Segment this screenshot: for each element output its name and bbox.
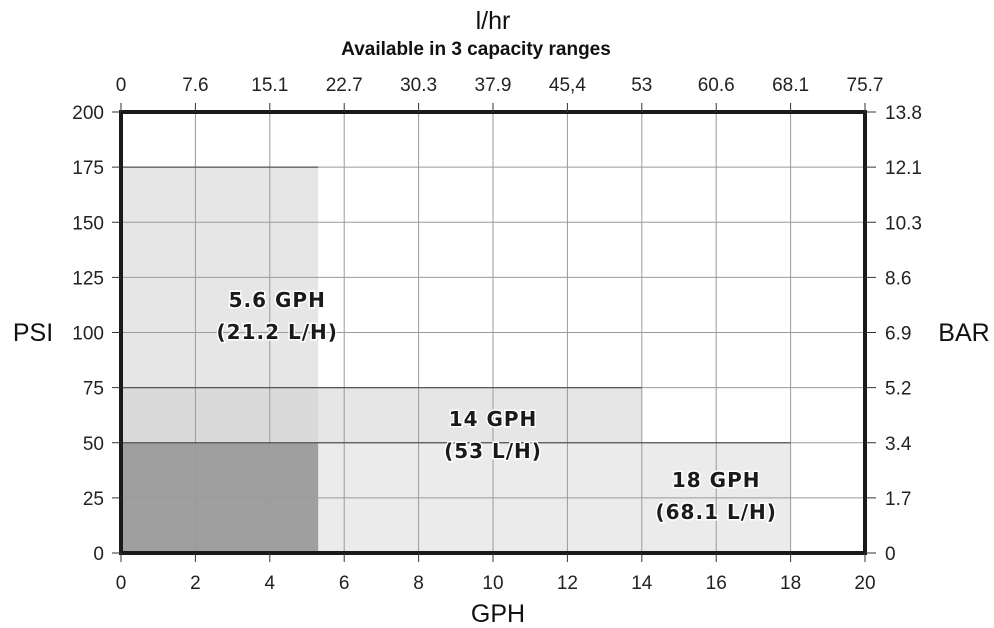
x-tick-label: 0 [116, 573, 127, 594]
region-label-lph: (68.1 L/H) [656, 500, 777, 524]
x-tick-label: 6 [339, 573, 350, 594]
top-tick-label: 30.3 [400, 75, 437, 96]
right-tick-label: 8.6 [885, 268, 911, 289]
y-tick-label: 200 [72, 103, 104, 124]
region-label-lph: (53 L/H) [444, 439, 542, 463]
x-tick-label: 20 [854, 573, 875, 594]
x-tick-label: 8 [413, 573, 424, 594]
y-tick-label: 125 [72, 268, 104, 289]
x-axis-title: GPH [471, 600, 525, 628]
top-tick-label: 68.1 [772, 75, 809, 96]
y-tick-label: 0 [93, 544, 104, 565]
top-tick-label: 45,4 [549, 75, 586, 96]
right-tick-label: 5.2 [885, 379, 911, 400]
region-label-gph: 14 GPH [449, 407, 538, 431]
right-tick-label: 0 [885, 544, 896, 565]
y-tick-label: 25 [83, 489, 104, 510]
y-axis-title-right: BAR [938, 319, 989, 347]
top-tick-label: 7.6 [182, 75, 208, 96]
y-tick-label: 50 [83, 434, 104, 455]
top-tick-label: 15.1 [251, 75, 288, 96]
region-label-lph: (21.2 L/H) [217, 320, 338, 344]
right-tick-label: 1.7 [885, 489, 911, 510]
x-tick-label: 16 [706, 573, 727, 594]
y-tick-label: 150 [72, 213, 104, 234]
right-tick-label: 3.4 [885, 434, 912, 455]
x-tick-label: 12 [557, 573, 578, 594]
y-tick-label: 75 [83, 379, 104, 400]
y-tick-label: 100 [72, 324, 104, 345]
region-label-gph: 18 GPH [672, 468, 761, 492]
x-tick-label: 10 [482, 573, 503, 594]
top-tick-label: 37.9 [475, 75, 512, 96]
right-tick-label: 13.8 [885, 103, 922, 124]
top-tick-label: 22.7 [326, 75, 363, 96]
right-tick-label: 10.3 [885, 213, 922, 234]
right-tick-label: 12.1 [885, 158, 922, 179]
right-tick-label: 6.9 [885, 324, 911, 345]
top-tick-label: 75.7 [847, 75, 884, 96]
x-tick-label: 2 [190, 573, 201, 594]
top-tick-label: 53 [631, 75, 652, 96]
x-tick-label: 14 [631, 573, 653, 594]
chart-subtitle: Available in 3 capacity ranges [341, 39, 611, 60]
region-label-gph: 5.6 GPH [229, 288, 326, 312]
y-tick-label: 175 [72, 158, 104, 179]
x-tick-label: 18 [780, 573, 801, 594]
x-tick-label: 4 [265, 573, 276, 594]
top-axis-title: l/hr [476, 7, 511, 35]
top-tick-label: 0 [116, 75, 127, 96]
y-axis-title-left: PSI [13, 319, 53, 347]
top-tick-label: 60.6 [698, 75, 735, 96]
